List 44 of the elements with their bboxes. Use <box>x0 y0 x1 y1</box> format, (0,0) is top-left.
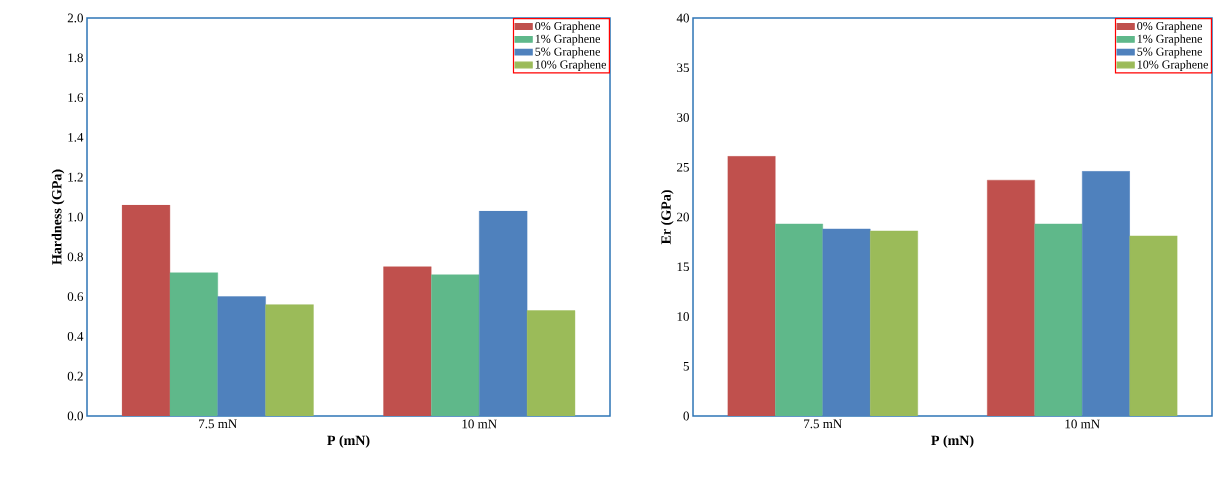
legend-label: 0% Graphene <box>1137 21 1202 33</box>
y-tick-label: 2.0 <box>67 13 83 23</box>
bar <box>169 272 218 416</box>
bar <box>121 204 171 416</box>
y-tick-label: 1.0 <box>68 212 83 222</box>
y-tick-label: 15 <box>677 262 689 272</box>
y-tick-label: 0.6 <box>67 292 84 302</box>
y-tick-label: 1.4 <box>68 133 84 142</box>
y-tick-label: 10 <box>677 312 689 321</box>
x-tick-label: 7.5 mN <box>199 419 237 429</box>
y-tick-label: 25 <box>677 162 689 172</box>
bar <box>383 266 432 416</box>
y-tick-label: 0.2 <box>67 371 83 381</box>
y-tick-label: 1.2 <box>68 172 83 182</box>
y-tick-label: 0.0 <box>67 411 83 421</box>
y-tick-label: 0.8 <box>67 252 83 262</box>
bar <box>1082 171 1130 416</box>
y-tick-label: 1.8 <box>68 53 83 63</box>
y-tick-label: 40 <box>676 13 689 23</box>
bar <box>479 210 528 416</box>
bar <box>217 296 266 416</box>
x-tick-label: 10 mN <box>1065 419 1100 429</box>
legend-label: 10% Graphene <box>1137 60 1208 71</box>
y-tick-label: 1.6 <box>68 93 84 102</box>
y-tick-label: 0 <box>683 411 689 421</box>
bar <box>431 274 480 416</box>
legend-label: 1% Graphene <box>1137 34 1202 46</box>
x-axis-title: P (mN) <box>327 435 370 448</box>
bar <box>822 228 871 416</box>
y-tick-label: 0.4 <box>67 331 84 341</box>
x-axis-title: P (mN) <box>931 435 974 448</box>
y-axis-title: Hardness (GPa) <box>51 169 65 265</box>
x-tick-label: 10 mN <box>462 419 497 429</box>
x-tick-label: 7.5 mN <box>804 419 842 429</box>
y-tick-label: 5 <box>683 361 689 371</box>
legend-label: 5% Graphene <box>535 47 600 59</box>
y-tick-label: 20 <box>677 212 689 222</box>
legend-label: 1% Graphene <box>535 34 600 46</box>
y-tick-label: 35 <box>677 63 689 73</box>
y-tick-label: 30 <box>677 113 689 122</box>
legend-label: 0% Graphene <box>535 21 600 33</box>
legend-label: 5% Graphene <box>1137 47 1202 59</box>
legend-label: 10% Graphene <box>535 60 606 71</box>
y-axis-title: Er (GPa) <box>660 190 674 245</box>
